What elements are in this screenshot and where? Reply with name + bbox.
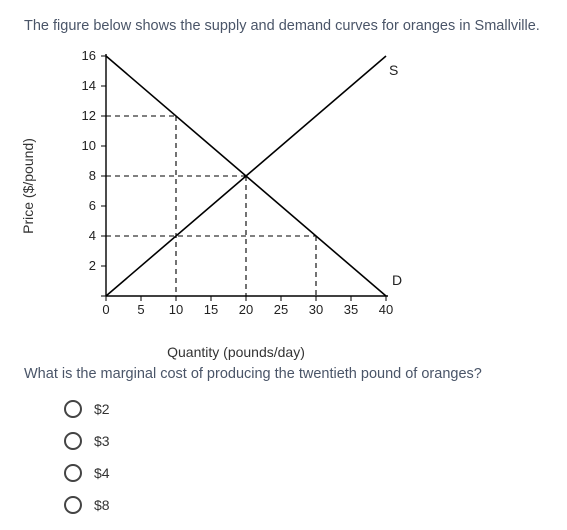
answer-option-label: $3	[94, 433, 110, 449]
svg-text:30: 30	[309, 302, 323, 317]
svg-text:35: 35	[344, 302, 358, 317]
svg-text:S: S	[389, 62, 398, 78]
answer-options: $2 $3 $4 $8	[64, 400, 543, 514]
answer-option[interactable]: $2	[64, 400, 543, 418]
intro-text: The figure below shows the supply and de…	[24, 18, 543, 34]
svg-text:D: D	[392, 272, 402, 288]
answer-option-label: $4	[94, 465, 110, 481]
answer-option[interactable]: $4	[64, 464, 543, 482]
svg-text:8: 8	[89, 168, 96, 183]
radio-icon	[64, 400, 82, 418]
svg-text:15: 15	[204, 302, 218, 317]
svg-text:25: 25	[274, 302, 288, 317]
svg-text:2: 2	[89, 258, 96, 273]
radio-icon	[64, 496, 82, 514]
svg-text:20: 20	[239, 302, 253, 317]
supply-demand-chart: 0 5 10 15 20 25 30 35 40 2 4 6 8 10 12 14 16 S D	[36, 46, 436, 346]
svg-text:14: 14	[82, 78, 96, 93]
answer-option-label: $8	[94, 497, 110, 513]
radio-icon	[64, 464, 82, 482]
answer-option-label: $2	[94, 401, 110, 417]
y-axis-label: Price ($/pound)	[20, 138, 36, 234]
radio-icon	[64, 432, 82, 450]
svg-text:40: 40	[379, 302, 393, 317]
svg-text:12: 12	[82, 108, 96, 123]
svg-text:6: 6	[89, 198, 96, 213]
chart-container: Price ($/pound) 051015202530354024681012…	[36, 46, 436, 356]
svg-text:10: 10	[169, 302, 183, 317]
question-text: What is the marginal cost of producing t…	[24, 366, 543, 382]
answer-option[interactable]: $8	[64, 496, 543, 514]
svg-text:16: 16	[82, 48, 96, 63]
x-axis-label: Quantity (pounds/day)	[167, 344, 305, 360]
svg-text:0: 0	[102, 302, 109, 317]
svg-text:10: 10	[82, 138, 96, 153]
answer-option[interactable]: $3	[64, 432, 543, 450]
svg-text:4: 4	[89, 228, 96, 243]
svg-text:5: 5	[137, 302, 144, 317]
